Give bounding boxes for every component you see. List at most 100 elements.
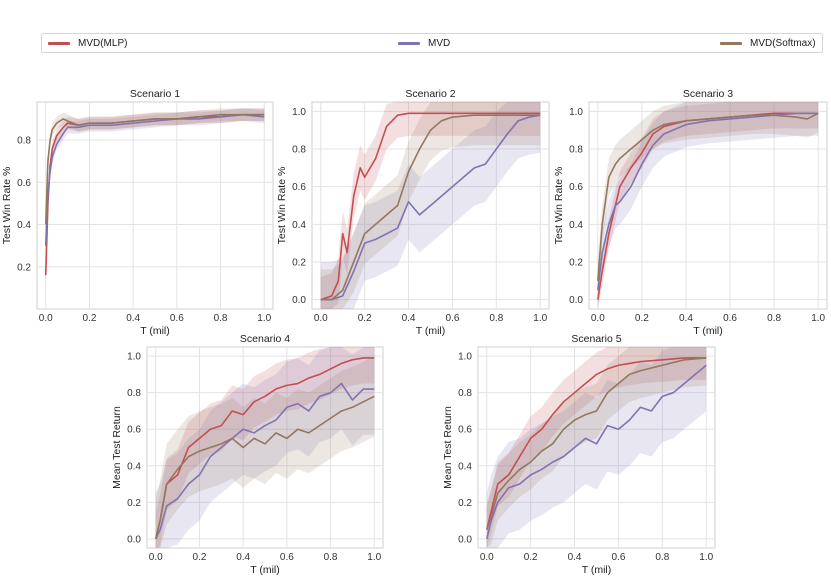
- x-tick-label: 0.4: [236, 552, 250, 563]
- x-tick-label: 0.4: [126, 313, 140, 324]
- band-mvd-softmax: [486, 347, 707, 548]
- legend: MVD(MLP) MVD MVD(Softmax): [41, 33, 823, 53]
- legend-swatch-mvd-softmax: [720, 41, 742, 45]
- x-tick-label: 1.0: [699, 552, 713, 563]
- x-tick-label: 0.6: [611, 552, 625, 563]
- x-tick-label: 0.8: [324, 552, 338, 563]
- x-tick-label: 0.6: [723, 313, 737, 324]
- legend-item-mvd: MVD: [398, 34, 450, 52]
- y-axis-label: Mean Test Return: [111, 406, 123, 489]
- y-tick-label: 0.2: [458, 498, 472, 509]
- y-tick-label: 0.2: [292, 257, 306, 268]
- x-tick-label: 1.0: [533, 313, 547, 324]
- band-mvd: [597, 102, 819, 309]
- x-tick-label: 1.0: [257, 313, 271, 324]
- y-tick-label: 0.6: [458, 425, 472, 436]
- series-line-mvd-mlp: [320, 112, 541, 301]
- scenario-2-chart: 0.0 0.2 0.4 0.6 0.8 1.0 0.0 0.2 0.4 0.6 0.8 1.0 Scen…: [276, 88, 550, 337]
- x-tick-label: 0.6: [445, 313, 459, 324]
- y-axis-label: Mean Test Return: [442, 406, 454, 489]
- series-line-mvd: [320, 114, 541, 301]
- x-tick-label: 0.2: [358, 313, 372, 324]
- legend-item-mvd-mlp: MVD(MLP): [48, 34, 127, 52]
- x-tick-label: 0.2: [524, 552, 538, 563]
- band-mvd-mlp: [45, 108, 265, 282]
- series-line-mvd-softmax: [597, 112, 819, 281]
- chart-title: Scenario 1: [130, 88, 180, 100]
- y-tick-label: 0.8: [292, 145, 306, 156]
- y-tick-label: 0.2: [17, 262, 31, 273]
- series-line-mvd: [597, 112, 819, 291]
- y-tick-label: 1.0: [458, 352, 472, 363]
- y-axis-label: Test Win Rate %: [276, 167, 288, 245]
- y-tick-label: 0.4: [292, 220, 306, 231]
- legend-swatch-mvd-mlp: [48, 41, 70, 45]
- y-tick-label: 0.4: [127, 461, 141, 472]
- y-tick-label: 1.0: [569, 107, 583, 118]
- x-tick-label: 0.8: [767, 313, 781, 324]
- y-tick-label: 0.4: [17, 220, 31, 231]
- band-mvd-mlp: [486, 347, 707, 548]
- x-axis-label: T (mil): [250, 564, 280, 576]
- chart-title: Scenario 2: [405, 88, 455, 100]
- x-tick-label: 0.8: [655, 552, 669, 563]
- y-tick-label: 0.8: [127, 388, 141, 399]
- x-axis-label: T (mil): [140, 325, 170, 337]
- series-line-mvd: [44, 113, 265, 246]
- band-mvd-softmax: [597, 102, 819, 300]
- y-tick-label: 0.6: [17, 178, 31, 189]
- series-line-mvd: [485, 364, 707, 540]
- y-axis-label: Test Win Rate %: [1, 167, 13, 245]
- x-tick-label: 0.6: [280, 552, 294, 563]
- y-tick-label: 0.4: [569, 220, 583, 231]
- legend-item-mvd-softmax: MVD(Softmax): [720, 34, 816, 52]
- y-tick-label: 0.0: [292, 295, 306, 306]
- y-axis-label: Test Win Rate %: [553, 167, 565, 245]
- y-tick-label: 0.6: [292, 182, 306, 193]
- plot-area: [36, 101, 274, 310]
- x-tick-label: 0.2: [192, 552, 206, 563]
- series-line-mvd-mlp: [485, 357, 707, 530]
- band-mvd-mlp: [320, 102, 541, 309]
- plot-area: [146, 346, 384, 549]
- y-tick-label: 0.0: [127, 534, 141, 545]
- x-tick-label: 0.0: [149, 552, 163, 563]
- y-tick-label: 0.2: [569, 257, 583, 268]
- series-line-mvd-mlp: [597, 112, 819, 300]
- y-tick-label: 0.8: [569, 145, 583, 156]
- y-tick-label: 1.0: [292, 107, 306, 118]
- x-tick-label: 0.0: [39, 313, 53, 324]
- chart-title: Scenario 4: [240, 333, 290, 345]
- y-tick-label: 0.0: [458, 534, 472, 545]
- band-mvd-mlp: [597, 102, 819, 309]
- scenario-5-chart: 0.0 0.2 0.4 0.6 0.8 1.0 0.0 0.2 0.4 0.6 0.8 1.0 Scen…: [442, 333, 716, 576]
- series-line-mvd-softmax: [44, 113, 265, 225]
- x-tick-label: 1.0: [811, 313, 825, 324]
- x-tick-label: 0.2: [82, 313, 96, 324]
- x-axis-label: T (mil): [416, 325, 446, 337]
- scenario-4-chart: 0.0 0.2 0.4 0.6 0.8 1.0 0.0 0.2 0.4 0.6 0.8 1.0 Scen…: [111, 333, 384, 576]
- x-tick-label: 0.4: [402, 313, 416, 324]
- x-tick-label: 0.2: [635, 313, 649, 324]
- y-tick-label: 0.4: [458, 461, 472, 472]
- x-tick-label: 0.4: [679, 313, 693, 324]
- legend-label-mvd: MVD: [428, 37, 451, 49]
- y-tick-label: 0.0: [569, 295, 583, 306]
- x-tick-label: 0.0: [314, 313, 328, 324]
- x-tick-label: 0.8: [214, 313, 228, 324]
- legend-swatch-mvd: [398, 41, 420, 45]
- legend-label-mvd-mlp: MVD(MLP): [78, 37, 128, 49]
- x-tick-label: 0.0: [480, 552, 494, 563]
- band-mvd-softmax: [155, 356, 375, 548]
- x-tick-label: 0.4: [568, 552, 582, 563]
- y-tick-label: 0.8: [458, 388, 472, 399]
- series-line-mvd: [155, 382, 375, 540]
- chart-title: Scenario 3: [683, 88, 733, 100]
- scenario-1-chart: 0.0 0.2 0.4 0.6 0.8 1.0 0.2 0.4 0.6 0.8 Scenario 1…: [1, 88, 274, 337]
- x-tick-label: 1.0: [367, 552, 381, 563]
- band-mvd: [486, 347, 707, 548]
- legend-label-mvd-softmax: MVD(Softmax): [750, 37, 816, 49]
- series-line-mvd-mlp: [154, 357, 375, 540]
- plot-area: [588, 101, 828, 310]
